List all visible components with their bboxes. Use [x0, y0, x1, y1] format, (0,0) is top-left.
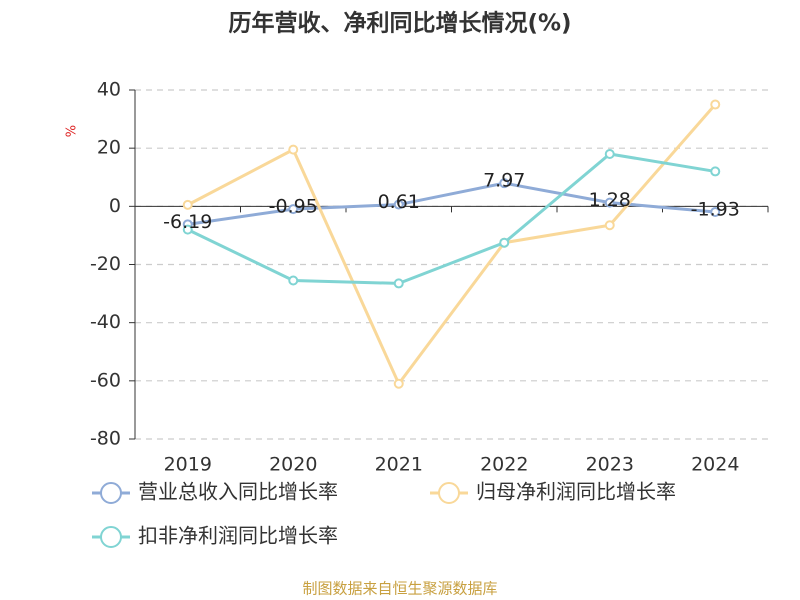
x-tick-label: 2021 — [375, 454, 423, 476]
data-label: -0.95 — [269, 196, 318, 218]
series-line — [187, 103, 717, 387]
data-point — [288, 204, 299, 215]
data-point — [288, 275, 299, 286]
data-point — [710, 166, 721, 177]
data-label: -6.19 — [163, 211, 212, 233]
data-point — [393, 199, 404, 210]
x-tick-label: 2022 — [480, 454, 528, 476]
data-point — [604, 220, 615, 231]
series-line — [187, 152, 716, 285]
chart-title: 历年营收、净利同比增长情况(%) — [228, 10, 571, 37]
x-tick-label: 2023 — [586, 454, 634, 476]
data-point — [710, 206, 721, 217]
legend-marker[interactable] — [100, 482, 122, 504]
legend-label[interactable]: 营业总收入同比增长率 — [138, 480, 338, 504]
y-tick-label: 20 — [97, 137, 121, 159]
y-tick-label: 40 — [97, 79, 121, 101]
data-point — [393, 278, 404, 289]
y-tick-label: -40 — [90, 311, 121, 333]
legend-label[interactable]: 扣非净利润同比增长率 — [138, 524, 338, 548]
data-label: 1.28 — [589, 189, 631, 211]
data-point — [288, 144, 299, 155]
data-point — [499, 237, 510, 248]
data-point — [604, 148, 615, 159]
x-tick-label: 2019 — [164, 454, 212, 476]
source-note: 制图数据来自恒生聚源数据库 — [302, 580, 497, 598]
legend-marker[interactable] — [100, 526, 122, 548]
legend-label[interactable]: 归母净利润同比增长率 — [476, 480, 676, 504]
x-tick-label: 2024 — [691, 454, 739, 476]
y-tick-label: 0 — [109, 195, 121, 217]
data-point — [393, 378, 404, 389]
y-tick-label: -80 — [90, 428, 121, 450]
y-tick-label: -20 — [90, 253, 121, 275]
data-label: -1.93 — [691, 198, 740, 220]
data-point — [499, 178, 510, 189]
data-label: 7.97 — [483, 170, 525, 192]
legend-marker[interactable] — [438, 482, 460, 504]
series-line — [187, 181, 716, 226]
x-tick-label: 2020 — [269, 454, 317, 476]
data-point — [604, 197, 615, 208]
data-point — [710, 99, 721, 110]
data-label: 0.61 — [378, 191, 420, 213]
data-point — [182, 199, 193, 210]
y-tick-label: -60 — [90, 369, 121, 391]
data-point — [182, 224, 193, 235]
y-axis-label: % — [65, 125, 80, 137]
